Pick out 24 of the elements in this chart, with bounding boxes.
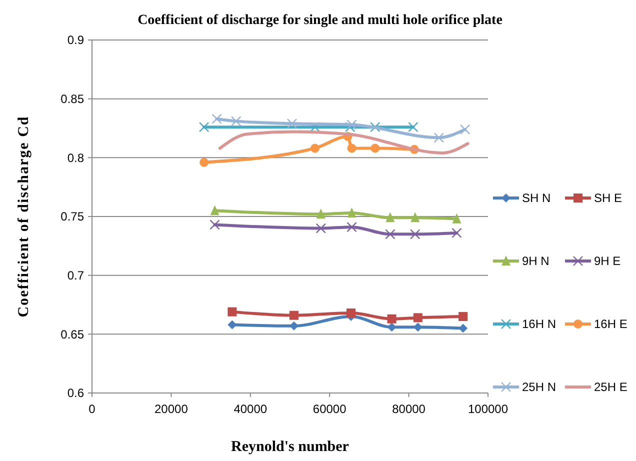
- legend-label: 9H E: [594, 254, 621, 268]
- x-tick-label: 40000: [234, 402, 268, 416]
- y-tick-label: 0.6: [67, 386, 84, 400]
- y-tick-label: 0.65: [60, 327, 84, 342]
- chart-title: Coefficient of discharge for single and multi hole orifice plate: [138, 13, 502, 28]
- legend-label: 16H E: [594, 317, 628, 332]
- legend-label: SH N: [522, 191, 551, 206]
- legend-label: 9H N: [522, 254, 550, 268]
- y-tick-label: 0.85: [60, 92, 84, 106]
- y-tick-label: 0.75: [60, 210, 84, 224]
- x-tick-label: 20000: [154, 402, 188, 416]
- legend-label: 25H N: [522, 380, 556, 394]
- x-tick-label: 60000: [312, 402, 347, 416]
- x-tick-label: 80000: [392, 402, 426, 416]
- legend-label: SH E: [594, 191, 622, 206]
- x-tick-label: 100000: [468, 402, 508, 416]
- y-tick-label: 0.8: [67, 150, 84, 165]
- y-tick-label: 0.7: [67, 268, 84, 283]
- legend-label: 16H N: [522, 317, 556, 332]
- legend-label: 25H E: [594, 380, 628, 394]
- x-tick-label: 0: [88, 402, 96, 416]
- y-tick-label: 0.9: [67, 33, 84, 48]
- x-axis-title: Reynold's number: [231, 439, 350, 455]
- y-axis-title: Coefficient of discharge Cd: [16, 116, 32, 318]
